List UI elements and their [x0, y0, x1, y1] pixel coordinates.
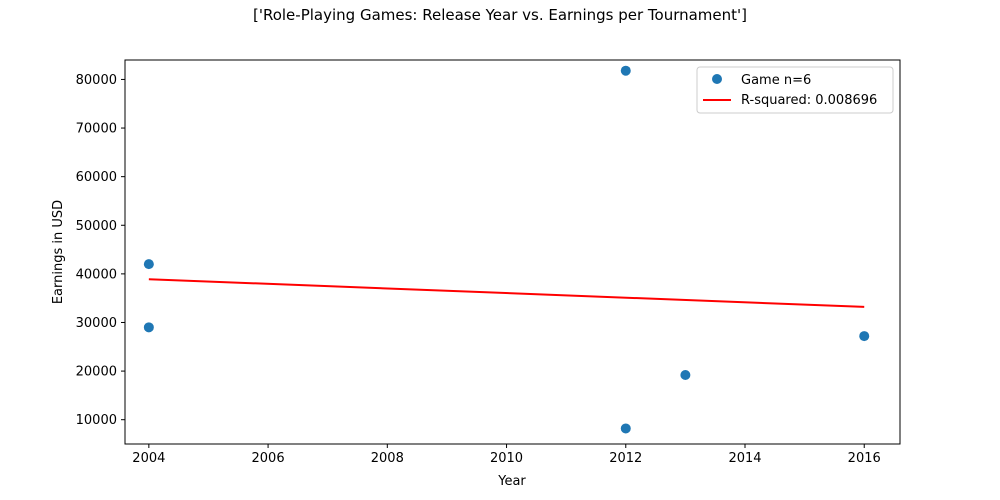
y-axis-label: Earnings in USD — [51, 200, 66, 304]
x-tick-label: 2012 — [609, 451, 642, 466]
legend-box — [696, 66, 894, 114]
plot-content — [143, 65, 870, 434]
chart-title: ['Role-Playing Games: Release Year vs. E… — [252, 6, 748, 24]
y-tick-label: 10000 — [76, 413, 117, 428]
x-axis: 2004 2006 2008 2010 2012 2014 2016 — [132, 444, 881, 466]
y-tick-label: 60000 — [76, 170, 117, 185]
legend: Game n=6 R-squared: 0.008696 — [696, 66, 894, 114]
y-tick-label: 80000 — [76, 73, 117, 88]
x-tick-label: 2008 — [371, 451, 404, 466]
y-tick-label: 70000 — [76, 122, 117, 137]
y-axis: 10000 20000 30000 40000 50000 60000 70000 80000 — [76, 73, 125, 428]
data-point — [143, 322, 154, 333]
legend-entry-scatter: Game n=6 — [741, 73, 811, 88]
x-axis-label: Year — [497, 474, 526, 489]
x-tick-label: 2010 — [490, 451, 523, 466]
x-tick-label: 2006 — [252, 451, 285, 466]
legend-entry-line: R-squared: 0.008696 — [741, 93, 877, 108]
x-tick-label: 2004 — [132, 451, 165, 466]
x-tick-label: 2016 — [848, 451, 881, 466]
data-point — [859, 331, 870, 342]
data-point — [680, 369, 691, 380]
data-point — [143, 259, 154, 270]
regression-line — [148, 278, 865, 308]
plot-frame — [124, 59, 901, 445]
y-tick-label: 20000 — [76, 365, 117, 380]
legend-marker-scatter — [712, 74, 722, 84]
y-tick-label: 50000 — [76, 219, 117, 234]
data-point — [620, 65, 631, 76]
data-point — [620, 423, 631, 434]
x-tick-label: 2014 — [728, 451, 761, 466]
y-tick-label: 40000 — [76, 267, 117, 282]
y-tick-label: 30000 — [76, 316, 117, 331]
